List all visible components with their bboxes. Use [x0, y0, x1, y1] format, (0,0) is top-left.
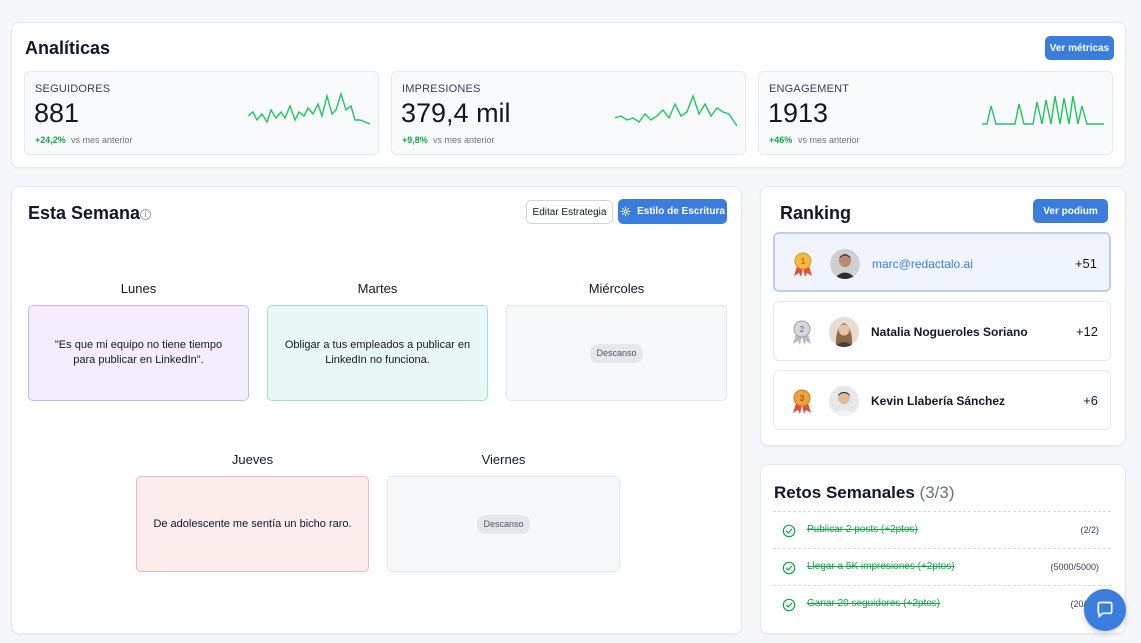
metric-value: 881 — [34, 98, 80, 128]
day-card-monday[interactable]: "Es que mi equipo no tiene tiempo para p… — [28, 305, 249, 401]
challenge-item: Llegar a 5K impresiones (+2ptos) (5000/5… — [773, 548, 1111, 585]
engagement-sparkline — [982, 95, 1104, 125]
gear-icon — [620, 206, 631, 217]
metric-label: ENGAGEMENT — [769, 83, 850, 95]
metric-delta: +9,8% — [402, 135, 428, 145]
followers-sparkline — [248, 92, 370, 125]
edit-strategy-button[interactable]: Editar Estrategia — [526, 200, 613, 224]
challenge-text: Ganar 20 seguidores (+2ptos) — [807, 598, 941, 609]
writing-style-button[interactable]: Estilo de Escritura — [618, 199, 727, 224]
chat-icon — [1097, 601, 1113, 618]
avatar — [829, 317, 859, 347]
metric-label: IMPRESIONES — [402, 83, 481, 95]
day-post-text: Obligar a tus empleados a publicar en Li… — [284, 339, 471, 366]
ranking-name[interactable]: Natalia Nogueroles Soriano — [871, 325, 1028, 339]
challenges-title-text: Retos Semanales — [774, 483, 915, 502]
bronze-medal-icon: 3 — [793, 389, 811, 414]
rest-badge: Descanso — [590, 343, 643, 363]
avatar — [829, 386, 859, 416]
day-card-wednesday[interactable]: Descanso — [506, 305, 727, 401]
day-label-wednesday: Miércoles — [588, 281, 645, 296]
analytics-card: Analíticas Ver métricas SEGUIDORES 881 +… — [11, 22, 1126, 168]
metric-engagement[interactable]: ENGAGEMENT 1913 +46% vs mes anterior — [758, 71, 1113, 155]
check-circle-icon — [782, 598, 796, 612]
week-title: Esta Semana — [28, 203, 141, 223]
metric-vs: vs mes anterior — [71, 135, 133, 145]
metric-value: 1913 — [768, 98, 829, 128]
day-post-text: De adolescente me sentía un bicho raro. — [153, 517, 352, 530]
challenge-text: Llegar a 5K impresiones (+2ptos) — [807, 561, 955, 572]
ranking-score: +12 — [1075, 324, 1098, 339]
check-circle-icon — [782, 561, 796, 575]
ranking-row[interactable]: 2 Natalia Nogueroles Soriano +12 — [773, 301, 1111, 361]
analytics-title: Analíticas — [25, 38, 111, 58]
challenges-title: Retos Semanales (3/3) — [774, 483, 955, 503]
avatar — [830, 249, 860, 279]
silver-medal-icon: 2 — [793, 320, 811, 345]
challenge-item: Publicar 2 posts (+2ptos) (2/2) — [773, 511, 1111, 548]
challenges-count: (3/3) — [919, 483, 955, 502]
day-card-tuesday[interactable]: Obligar a tus empleados a publicar en Li… — [267, 305, 488, 401]
day-post-text: "Es que mi equipo no tiene tiempo para p… — [54, 339, 223, 366]
metric-value: 379,4 mil — [401, 98, 511, 128]
metric-impressions[interactable]: IMPRESIONES 379,4 mil +9,8% vs mes anter… — [391, 71, 746, 155]
rest-badge: Descanso — [477, 514, 530, 534]
day-card-friday[interactable]: Descanso — [387, 476, 620, 572]
ranking-name[interactable]: Kevin Llabería Sánchez — [871, 394, 1006, 408]
metric-label: SEGUIDORES — [35, 83, 111, 95]
ranking-row[interactable]: 3 Kevin Llabería Sánchez +6 — [773, 370, 1111, 430]
metric-delta: +46% — [769, 135, 793, 145]
day-label-friday: Viernes — [481, 452, 526, 467]
ranking-score: +6 — [1083, 393, 1098, 408]
challenge-text: Publicar 2 posts (+2ptos) — [807, 524, 918, 535]
svg-text:3: 3 — [800, 394, 805, 403]
this-week-card: Esta Semana i Editar Estrategia Estilo d… — [11, 186, 742, 634]
gold-medal-icon: 1 — [794, 252, 812, 277]
svg-text:1: 1 — [801, 257, 806, 266]
metric-delta: +24,2% — [35, 135, 66, 145]
day-card-thursday[interactable]: De adolescente me sentía un bicho raro. — [136, 476, 369, 572]
day-label-monday: Lunes — [120, 281, 157, 296]
ranking-name[interactable]: marc@redactalo.ai — [872, 257, 973, 271]
ranking-row[interactable]: 1 marc@redactalo.ai +51 — [773, 232, 1111, 292]
impressions-sparkline — [615, 93, 737, 127]
chat-button[interactable] — [1084, 589, 1126, 631]
ranking-score: +51 — [1074, 256, 1097, 271]
weekly-challenges-card: Retos Semanales (3/3) Publicar 2 posts (… — [760, 464, 1126, 634]
day-label-tuesday: Martes — [357, 281, 398, 296]
metric-vs: vs mes anterior — [798, 135, 860, 145]
ranking-title: Ranking — [780, 203, 852, 223]
info-icon[interactable]: i — [140, 209, 151, 220]
check-circle-icon — [782, 524, 796, 538]
challenge-item: Ganar 20 seguidores (+2ptos) (20/20) — [773, 585, 1111, 622]
day-label-thursday: Jueves — [231, 452, 274, 467]
metric-followers[interactable]: SEGUIDORES 881 +24,2% vs mes anterior — [24, 71, 379, 155]
challenge-progress: (5000/5000) — [1050, 562, 1099, 572]
view-podium-button[interactable]: Ver podium — [1033, 199, 1108, 223]
challenge-progress: (2/2) — [1080, 525, 1099, 535]
ranking-card: Ranking Ver podium 1 marc@redactalo.ai +… — [760, 186, 1126, 446]
writing-style-label: Estilo de Escritura — [637, 206, 725, 217]
metric-vs: vs mes anterior — [433, 135, 495, 145]
view-metrics-button[interactable]: Ver métricas — [1045, 36, 1114, 60]
svg-text:2: 2 — [800, 325, 805, 334]
